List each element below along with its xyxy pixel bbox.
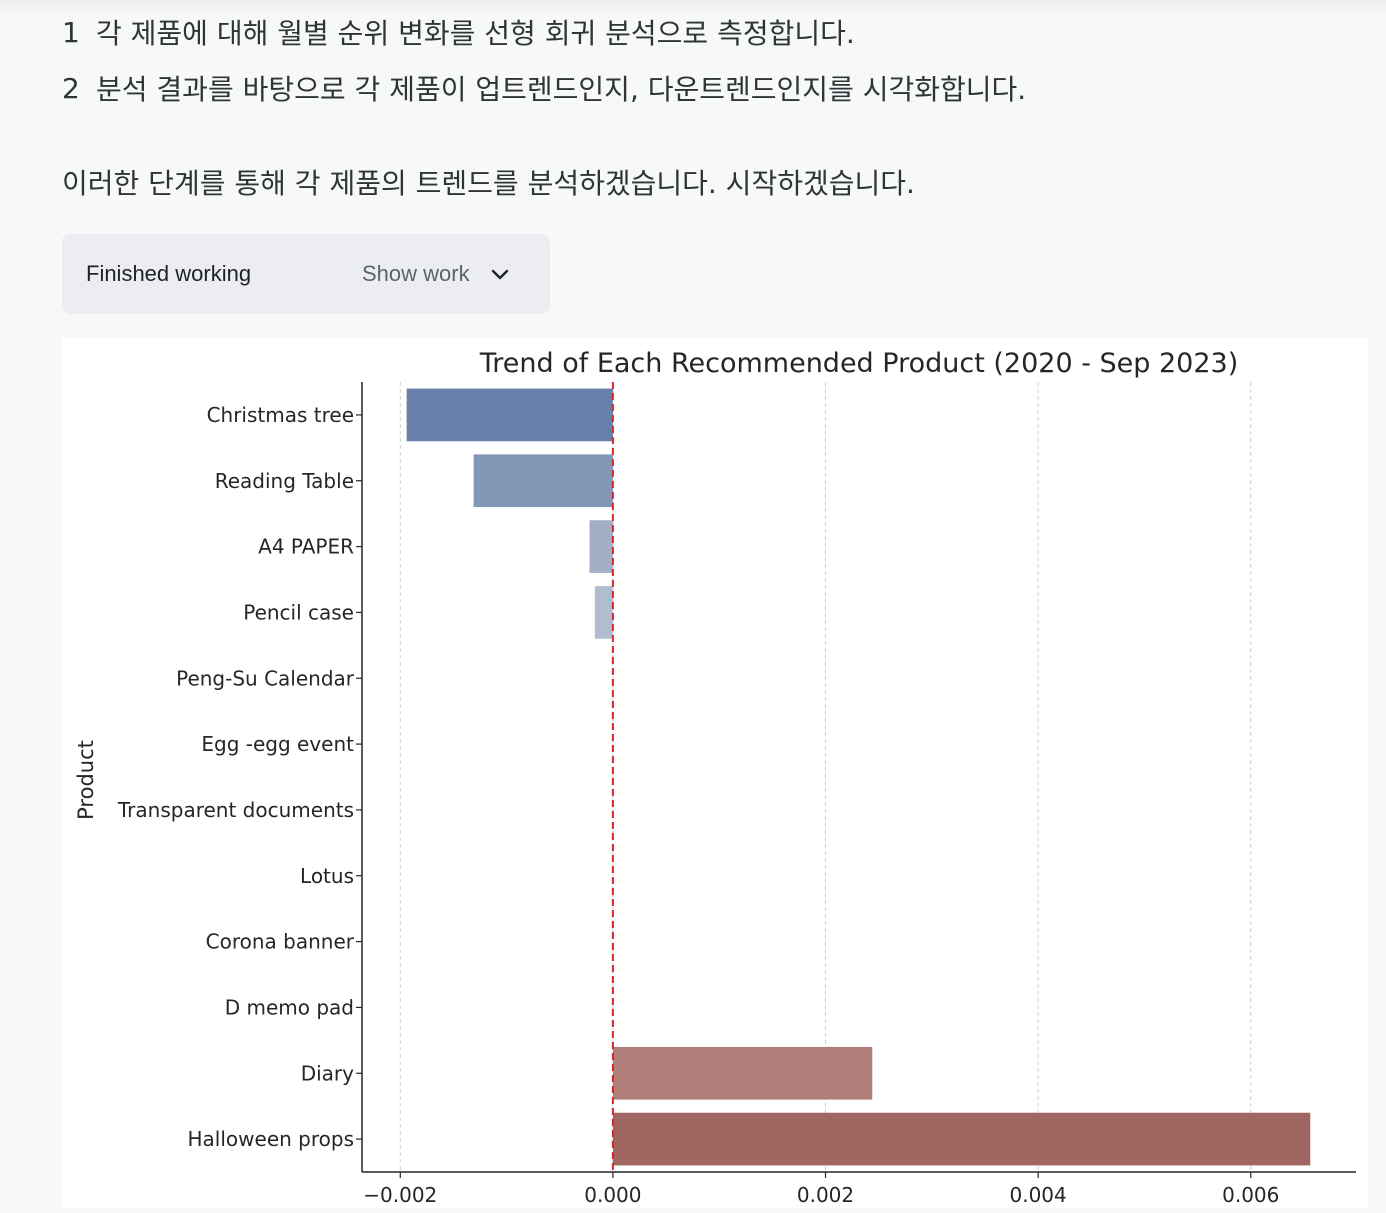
- y-tick-label: Lotus: [300, 864, 354, 888]
- bar: [589, 520, 613, 573]
- chart-panel: Trend of Each Recommended Product (2020 …: [62, 338, 1368, 1208]
- work-status-label: Finished working: [86, 261, 252, 286]
- axes: [356, 382, 1356, 1178]
- x-tick-label: 0.000: [584, 1183, 641, 1207]
- top-fade: [0, 0, 1386, 14]
- y-tick-label: Peng-Su Calendar: [176, 666, 355, 690]
- y-tick-label: Pencil case: [243, 600, 354, 624]
- step-text: 각 제품에 대해 월별 순위 변화를 선형 회귀 분석으로 측정합니다.: [96, 17, 855, 50]
- steps-list: 1 각 제품에 대해 월별 순위 변화를 선형 회귀 분석으로 측정합니다. 2…: [62, 10, 1026, 122]
- bar: [612, 1046, 873, 1100]
- chart-title: Trend of Each Recommended Product (2020 …: [479, 348, 1239, 379]
- y-tick-label: Christmas tree: [207, 403, 354, 427]
- step-item: 2 분석 결과를 바탕으로 각 제품이 업트렌드인지, 다운트렌드인지를 시각화…: [62, 66, 1026, 110]
- bar: [594, 586, 613, 639]
- y-axis-label: Product: [74, 740, 98, 820]
- x-tick-label: −0.002: [363, 1183, 437, 1207]
- bar-series: [406, 388, 1311, 1166]
- show-work-button[interactable]: Show work: [362, 256, 510, 292]
- x-tick-label: 0.004: [1009, 1183, 1066, 1207]
- x-tick-label: 0.006: [1222, 1183, 1279, 1207]
- bar: [612, 1112, 1311, 1166]
- intro-paragraph: 이러한 단계를 통해 각 제품의 트렌드를 분석하겠습니다. 시작하겠습니다.: [62, 167, 915, 200]
- step-text: 분석 결과를 바탕으로 각 제품이 업트렌드인지, 다운트렌드인지를 시각화합니…: [96, 73, 1027, 106]
- y-tick-label: Halloween props: [188, 1127, 354, 1151]
- step-item: 1 각 제품에 대해 월별 순위 변화를 선형 회귀 분석으로 측정합니다.: [62, 10, 1026, 54]
- x-tick-labels: −0.002 0.000 0.002 0.004 0.006: [363, 1183, 1279, 1207]
- y-tick-label: D memo pad: [225, 995, 354, 1019]
- x-gridlines: [399, 382, 1252, 1172]
- bar: [473, 454, 613, 508]
- step-number-badge: 2: [62, 71, 80, 105]
- work-status-panel: Finished working Show work: [62, 234, 550, 314]
- trend-bar-chart: Trend of Each Recommended Product (2020 …: [74, 348, 1356, 1207]
- x-tick-label: 0.002: [797, 1183, 854, 1207]
- bar: [406, 388, 613, 442]
- y-tick-label: A4 PAPER: [258, 535, 354, 559]
- y-tick-label: Transparent documents: [117, 798, 354, 822]
- chevron-down-icon: [490, 264, 510, 284]
- y-tick-labels: Christmas tree Reading Table A4 PAPER Penci…: [117, 403, 355, 1151]
- y-tick-label: Reading Table: [215, 469, 354, 493]
- y-tick-label: Egg -egg event: [201, 732, 354, 756]
- y-tick-label: Diary: [301, 1061, 354, 1085]
- step-number-badge: 1: [62, 15, 80, 49]
- y-tick-label: Corona banner: [206, 930, 355, 954]
- show-work-label: Show work: [362, 261, 470, 286]
